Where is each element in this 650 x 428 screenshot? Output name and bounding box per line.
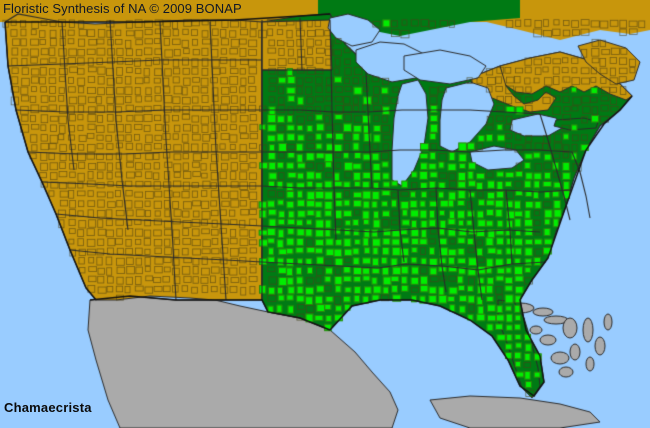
map-title: Floristic Synthesis of NA © 2009 BONAP xyxy=(3,1,242,16)
map-caption-taxon: Chamaecrista xyxy=(4,400,92,415)
